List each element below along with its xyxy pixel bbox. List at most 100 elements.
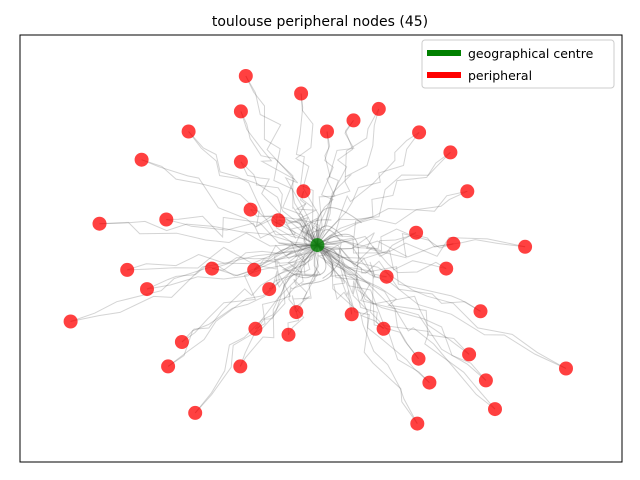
peripheral-node-38: [161, 359, 176, 374]
legend-label-peripheral: peripheral: [468, 68, 532, 83]
peripheral-node-4: [233, 104, 248, 119]
network-edges: [70, 75, 567, 424]
route-line: [288, 245, 318, 336]
route-line: [245, 75, 318, 246]
peripheral-node-10: [134, 152, 149, 167]
peripheral-node-26: [262, 282, 277, 297]
route-line: [181, 244, 318, 343]
peripheral-node-12: [460, 184, 475, 199]
peripheral-node-45: [410, 416, 425, 431]
route-line: [240, 111, 318, 246]
peripheral-node-32: [248, 321, 263, 336]
route-line: [317, 233, 360, 275]
peripheral-node-15: [159, 212, 174, 227]
chart-title: toulouse peripheral nodes (45): [212, 14, 428, 30]
route-line: [317, 244, 470, 355]
route-line: [317, 244, 418, 424]
route-line: [317, 151, 451, 246]
route-line: [99, 220, 318, 246]
route-line: [127, 243, 318, 271]
route-line: [255, 244, 318, 330]
route-line: [166, 219, 318, 248]
route-line: [317, 244, 340, 279]
route-line: [301, 244, 334, 285]
legend-box: [421, 39, 615, 89]
peripheral-node-17: [92, 216, 107, 231]
peripheral-node-39: [233, 359, 248, 374]
route-line: [293, 244, 319, 313]
geographical-centre-node: [310, 238, 325, 253]
peripheral-node-22: [205, 261, 219, 276]
route-line: [188, 131, 318, 246]
route-line: [188, 131, 318, 246]
route-line: [181, 244, 318, 343]
route-line: [316, 131, 336, 246]
route-line: [317, 244, 430, 383]
peripheral-node-8: [412, 125, 427, 140]
peripheral-node-35: [174, 335, 189, 349]
peripheral-node-14: [243, 202, 258, 217]
route-line: [141, 159, 318, 246]
route-line: [268, 244, 318, 290]
peripheral-node-27: [140, 282, 154, 297]
route-line: [317, 232, 417, 250]
route-line: [317, 152, 451, 246]
route-line: [317, 244, 487, 381]
plot-frame: [19, 34, 623, 463]
route-line: [316, 132, 420, 246]
peripheral-node-34: [281, 327, 296, 342]
route-line: [316, 120, 354, 246]
route-line: [295, 93, 318, 246]
peripheral-node-42: [422, 375, 437, 390]
peripheral-node-11: [233, 154, 248, 169]
route-line: [239, 244, 318, 367]
route-line: [317, 232, 454, 259]
node-markers: [63, 69, 573, 431]
route-line: [317, 244, 481, 312]
route-line: [317, 244, 384, 330]
route-line: [316, 120, 355, 246]
peripheral-node-19: [446, 236, 461, 251]
peripheral-node-1: [238, 69, 253, 83]
route-line: [316, 244, 418, 424]
route-line: [254, 244, 318, 330]
route-line: [317, 244, 353, 315]
route-line: [317, 228, 417, 252]
route-line: [253, 242, 318, 271]
route-line: [317, 190, 468, 246]
route-line: [317, 244, 384, 330]
peripheral-node-20: [518, 239, 533, 254]
route-line: [268, 244, 318, 290]
route-line: [250, 209, 318, 246]
route-line: [127, 244, 318, 271]
route-line: [317, 244, 387, 278]
peripheral-node-43: [188, 405, 203, 420]
route-line: [317, 244, 567, 369]
route-line: [295, 93, 319, 246]
route-line: [240, 111, 318, 246]
peripheral-node-13: [296, 184, 311, 199]
route-line: [316, 207, 362, 246]
route-line: [312, 131, 334, 246]
route-line: [317, 244, 496, 410]
peripheral-node-16: [271, 213, 286, 228]
route-line: [253, 241, 318, 271]
route-line: [166, 215, 318, 248]
route-line: [211, 244, 318, 271]
route-line: [294, 191, 320, 246]
peripheral-node-31: [63, 314, 78, 329]
peripheral-node-18: [409, 225, 424, 240]
peripheral-node-44: [488, 402, 502, 417]
route-line: [317, 242, 387, 279]
peripheral-node-3: [371, 101, 386, 116]
route-line: [316, 108, 380, 246]
peripheral-node-25: [379, 269, 394, 284]
route-line: [317, 244, 567, 369]
route-line: [70, 244, 318, 322]
peripheral-node-33: [376, 321, 391, 336]
peripheral-node-23: [247, 262, 262, 277]
peripheral-node-36: [462, 347, 477, 362]
route-line: [99, 221, 318, 247]
peripheral-node-24: [439, 261, 454, 276]
